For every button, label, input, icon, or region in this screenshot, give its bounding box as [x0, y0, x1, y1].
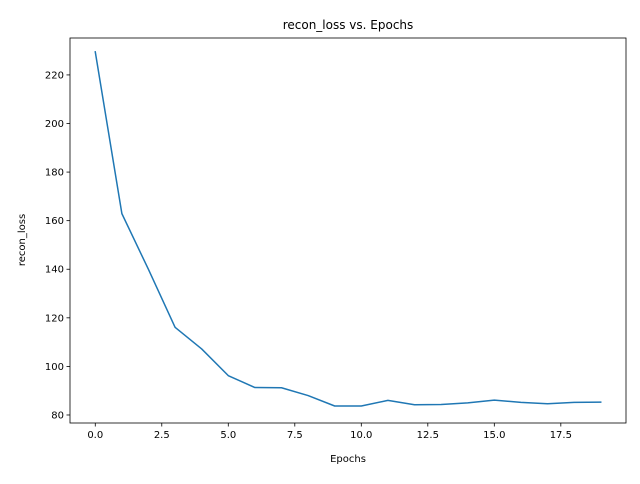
x-axis-ticks: 0.0 2.5 5.0 7.5 10.0 12.5 15.0 17.5	[87, 423, 572, 441]
x-tick-label: 2.5	[154, 430, 170, 441]
y-tick-label: 100	[45, 362, 64, 373]
recon-loss-line	[94, 50, 602, 407]
y-tick-label: 120	[45, 313, 64, 324]
chart-title: recon_loss vs. Epochs	[283, 18, 414, 32]
plot-area-frame	[69, 37, 627, 424]
y-tick-label: 220	[45, 70, 64, 81]
x-tick-label: 17.5	[550, 430, 572, 441]
x-tick-label: 5.0	[220, 430, 236, 441]
x-tick-label: 7.5	[287, 430, 303, 441]
x-tick-label: 0.0	[87, 430, 103, 441]
y-tick-label: 160	[45, 216, 64, 227]
x-tick-label: 10.0	[350, 430, 372, 441]
y-tick-label: 140	[45, 265, 64, 276]
y-axis-label: recon_loss	[17, 214, 28, 266]
y-tick-label: 200	[45, 119, 64, 130]
y-tick-label: 180	[45, 168, 64, 179]
series-layer	[94, 50, 602, 407]
y-tick-label: 80	[51, 410, 64, 421]
x-tick-label: 15.0	[483, 430, 505, 441]
y-axis-ticks: 80 100 120 140 160 180 200 220	[45, 70, 70, 421]
x-tick-label: 12.5	[417, 430, 439, 441]
x-axis-label: Epochs	[330, 454, 366, 465]
